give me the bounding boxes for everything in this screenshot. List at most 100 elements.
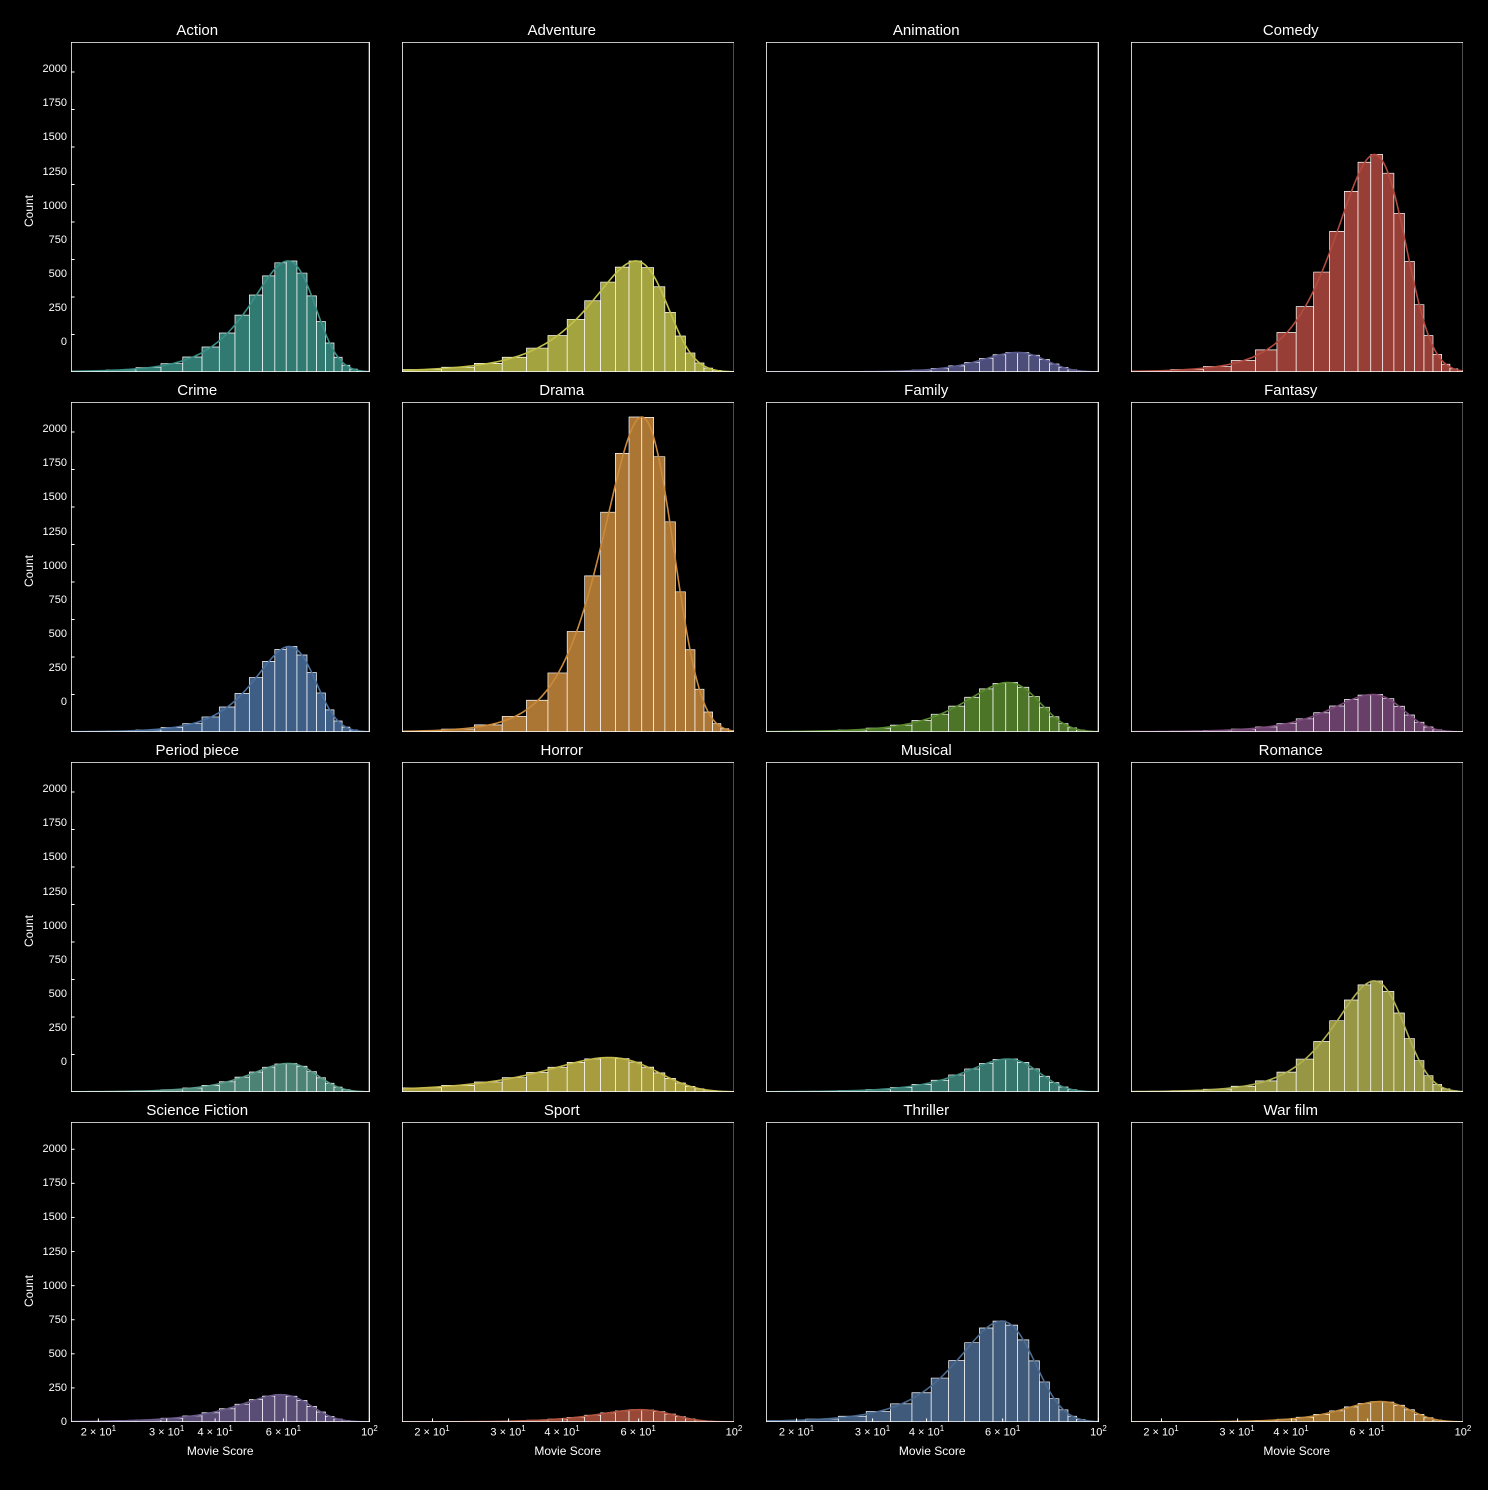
histogram-bar <box>1029 355 1040 372</box>
histogram-bar <box>694 689 703 732</box>
histogram-bar <box>979 1328 993 1422</box>
histogram-bar <box>641 1410 653 1422</box>
panel-title: Musical <box>744 740 1109 762</box>
y-tick-label: 0 <box>61 696 67 708</box>
x-axis-label: Movie Score <box>766 1442 1099 1460</box>
histogram-bar <box>965 1343 980 1422</box>
histogram-bar <box>567 319 584 372</box>
y-tick-label: 750 <box>49 594 67 606</box>
x-tick-label: 102 <box>1090 1424 1107 1439</box>
histogram-bar <box>641 417 653 732</box>
plot-area <box>744 402 1109 740</box>
histogram-bar <box>474 725 502 732</box>
histogram-bar <box>1382 1402 1393 1422</box>
panel-adventure: Adventure <box>380 20 745 380</box>
histogram-bar <box>629 417 642 732</box>
x-tick-label: 4 × 101 <box>1273 1424 1308 1439</box>
y-tick-label: 1500 <box>43 131 67 143</box>
histogram-bar <box>993 1060 1006 1092</box>
histogram-bar <box>615 1059 629 1092</box>
x-tick-label: 3 × 101 <box>490 1424 525 1439</box>
histogram-bar <box>567 1062 584 1092</box>
x-tick-label: 4 × 101 <box>909 1424 944 1439</box>
histogram-bar <box>965 697 980 732</box>
histogram-bar <box>235 1404 249 1422</box>
y-tick-label: 750 <box>49 234 67 246</box>
panel-drama: Drama <box>380 380 745 740</box>
histogram-bar <box>1423 1076 1432 1092</box>
axes-frame <box>1131 1122 1463 1422</box>
histogram-bar <box>297 273 307 372</box>
y-tick-label: 0 <box>61 1416 67 1428</box>
histogram-bar <box>949 1361 965 1422</box>
chart-canvas <box>766 1122 1099 1422</box>
plot-area <box>744 42 1109 380</box>
histogram-bar <box>704 712 713 732</box>
plot-area <box>380 42 745 380</box>
panel-title: War film <box>1109 1100 1474 1122</box>
y-tick-label: 1500 <box>43 851 67 863</box>
histogram-bar <box>297 655 307 732</box>
plot-area: 2 × 1013 × 1014 × 1016 × 101102Movie Sco… <box>1109 1122 1474 1460</box>
x-tick-label: 2 × 101 <box>414 1424 449 1439</box>
panel-title: Crime <box>15 380 380 402</box>
chart-canvas <box>766 42 1099 372</box>
histogram-bar <box>1329 1021 1344 1092</box>
chart-canvas <box>402 42 735 372</box>
histogram-bar <box>712 724 720 732</box>
panel-crime: CrimeCount025050075010001250150017502000 <box>15 380 380 740</box>
histogram-bar <box>1276 333 1295 372</box>
y-tick-label: 0 <box>61 1056 67 1068</box>
x-tick-label: 2 × 101 <box>81 1424 116 1439</box>
panel-horror: Horror <box>380 740 745 1100</box>
histogram-bar <box>615 267 629 372</box>
axes-frame <box>766 762 1098 1092</box>
chart-canvas <box>402 1122 735 1422</box>
facet-grid: ActionCount02505007501000125015001750200… <box>0 0 1488 1490</box>
histogram-bar <box>993 683 1006 732</box>
x-tick-label: 3 × 101 <box>149 1424 184 1439</box>
x-tick-label: 102 <box>726 1424 743 1439</box>
chart-canvas <box>71 762 370 1092</box>
y-tick-label: 1750 <box>43 1177 67 1189</box>
histogram-bar <box>275 1064 286 1092</box>
histogram-bar <box>275 1395 286 1422</box>
y-tick-label: 1250 <box>43 1246 67 1258</box>
panel-title: Romance <box>1109 740 1474 762</box>
panel-animation: Animation <box>744 20 1109 380</box>
axes-frame <box>402 762 734 1092</box>
histogram-bar <box>1344 1000 1358 1092</box>
histogram-bar <box>1344 191 1358 372</box>
histogram-bar <box>629 261 642 372</box>
histogram-bar <box>629 1410 642 1422</box>
y-tick-label: 750 <box>49 1314 67 1326</box>
y-tick-label: 500 <box>49 268 67 280</box>
axes-frame <box>766 1122 1098 1422</box>
y-tick-label: 250 <box>49 1382 67 1394</box>
y-tick-label: 2000 <box>43 1143 67 1155</box>
histogram-bar <box>993 355 1006 372</box>
histogram-bar <box>1358 1403 1371 1422</box>
y-tick-label: 1500 <box>43 1211 67 1223</box>
histogram-bar <box>249 1072 262 1092</box>
panel-romance: Romance <box>1109 740 1474 1100</box>
plot-area <box>380 402 745 740</box>
histogram-bar <box>286 261 297 372</box>
y-tick-label: 2000 <box>43 783 67 795</box>
histogram-bar <box>615 453 629 732</box>
histogram-bar <box>1255 350 1276 372</box>
y-tick-label: 750 <box>49 954 67 966</box>
panel-title: Drama <box>380 380 745 402</box>
x-tick-label: 6 × 101 <box>1349 1424 1384 1439</box>
y-tick-label: 1250 <box>43 166 67 178</box>
histogram-bar <box>1006 1325 1018 1422</box>
axes-frame <box>1131 402 1463 732</box>
histogram-bar <box>1231 360 1255 372</box>
x-axis-label: Movie Score <box>402 1442 735 1460</box>
histogram-bar <box>249 1400 262 1422</box>
plot-area: Count0250500750100012501500175020002 × 1… <box>15 1122 380 1460</box>
histogram-bar <box>286 647 297 732</box>
histogram-bar <box>1344 700 1358 732</box>
histogram-bar <box>1018 687 1029 732</box>
x-tick-label: 2 × 101 <box>1143 1424 1178 1439</box>
